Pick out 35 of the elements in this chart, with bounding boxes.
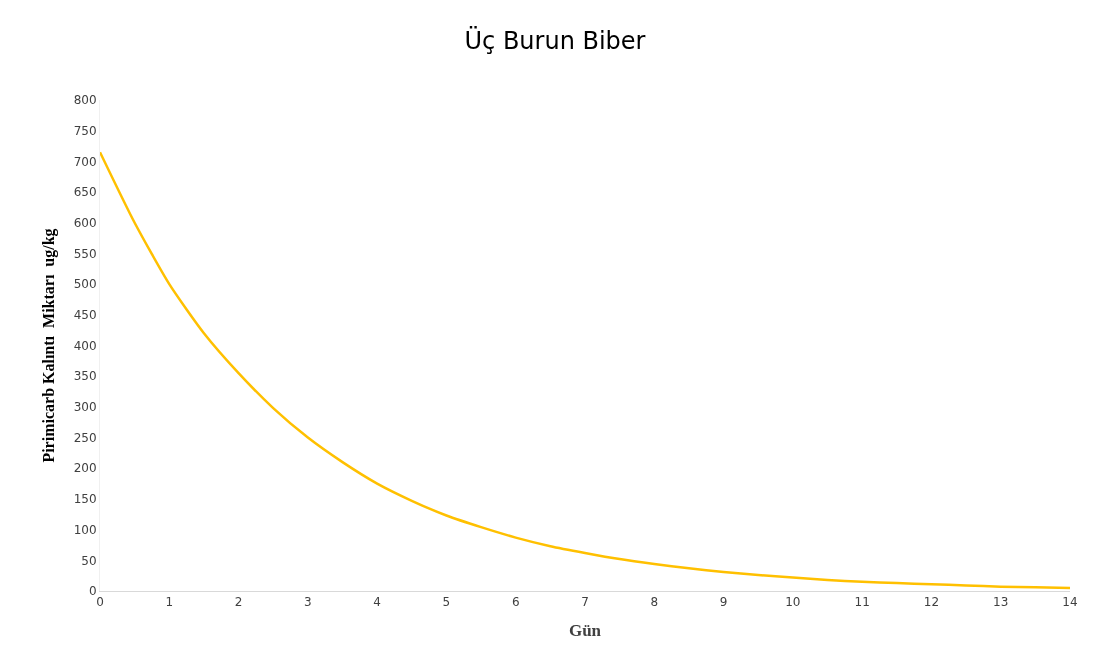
y-axis-title: Pirimicarb Kalıntı Miktarı ug/kg xyxy=(39,228,58,463)
x-tick-label: 12 xyxy=(923,595,940,610)
y-tick-label: 550 xyxy=(73,246,97,261)
y-tick-label: 400 xyxy=(73,338,97,353)
y-tick-label: 700 xyxy=(73,154,97,169)
y-tick-label: 800 xyxy=(73,93,97,108)
x-tick-label: 6 xyxy=(511,595,520,610)
y-tick-label: 200 xyxy=(73,461,97,476)
chart-title: Üç Burun Biber xyxy=(464,26,646,56)
x-tick-label: 4 xyxy=(373,595,381,610)
y-tick-label: 250 xyxy=(73,430,97,445)
x-tick-label: 13 xyxy=(993,595,1009,610)
x-tick-label: 8 xyxy=(650,595,659,610)
x-tick-label: 5 xyxy=(442,595,451,610)
x-tick-label: 14 xyxy=(1062,595,1078,610)
x-tick-label: 2 xyxy=(234,595,243,610)
x-tick-label: 7 xyxy=(581,595,589,610)
y-tick-label: 100 xyxy=(73,522,97,537)
y-tick-label: 750 xyxy=(73,123,97,138)
y-tick-label: 500 xyxy=(73,277,97,292)
y-tick-label: 650 xyxy=(73,185,97,200)
x-tick-label: 9 xyxy=(719,595,728,610)
y-tick-label: 450 xyxy=(73,308,97,323)
y-tick-label: 150 xyxy=(73,492,97,507)
y-tick-label: 0 xyxy=(88,584,97,599)
line-series xyxy=(100,150,1070,590)
y-tick-label: 350 xyxy=(73,369,97,384)
x-tick-label: 10 xyxy=(785,595,801,610)
y-tick-label: 300 xyxy=(73,400,97,415)
y-tick-label: 600 xyxy=(73,215,97,230)
y-tick-label: 50 xyxy=(81,553,97,568)
x-tick-label: 1 xyxy=(165,595,174,610)
x-axis-title: Gün xyxy=(568,620,602,640)
x-tick-label: 11 xyxy=(854,595,870,610)
x-tick-label: 3 xyxy=(304,595,312,610)
